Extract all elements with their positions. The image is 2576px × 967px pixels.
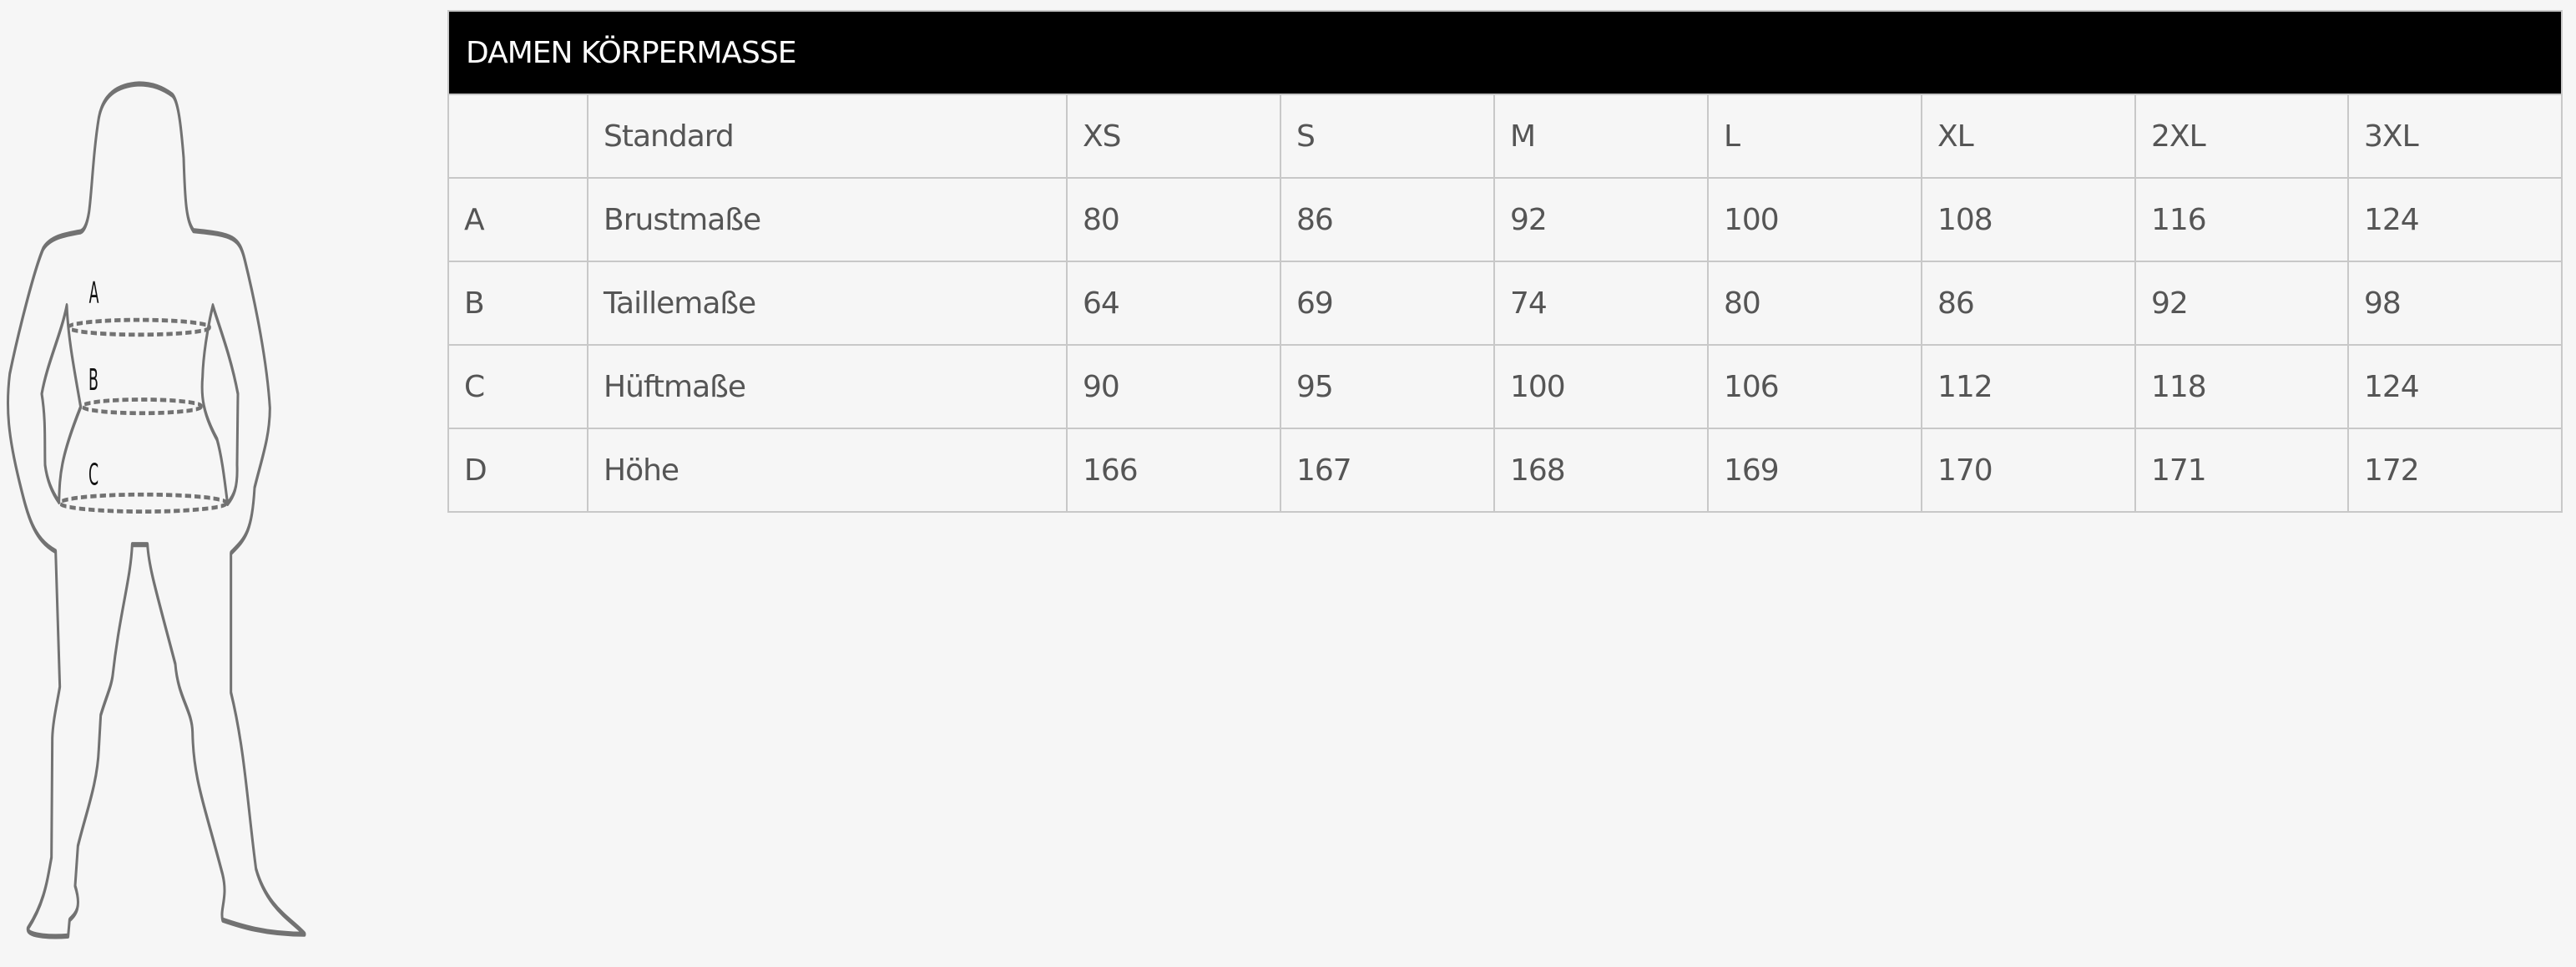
table-cell: 172 [2346, 428, 2563, 513]
table-cell: Taillemaße [587, 261, 1068, 346]
table-cell: 92 [1493, 177, 1709, 262]
table-cell: A [447, 177, 588, 262]
size-table: DAMEN KÖRPERMASSE Standard XS S M L XL 2XL 3XL A… [447, 10, 2563, 513]
table-cell: C [447, 344, 588, 429]
table-cell: L [1707, 94, 1922, 179]
table-cell: 92 [2134, 261, 2349, 346]
measure-line-b [81, 397, 203, 416]
table-title: DAMEN KÖRPERMASSE [447, 10, 2563, 95]
table-cell: 168 [1493, 428, 1709, 513]
table-cell: 171 [2134, 428, 2349, 513]
table-cell: XL [1921, 94, 2136, 179]
table-row: D Höhe 166 167 168 169 170 171 172 [447, 428, 2563, 513]
table-cell: 86 [1280, 177, 1495, 262]
body-measurement-figure: A B C [6, 81, 306, 939]
table-cell: 116 [2134, 177, 2349, 262]
table-cell: XS [1066, 94, 1281, 179]
table-cell: 124 [2346, 344, 2563, 429]
table-cell: 98 [2346, 261, 2563, 346]
table-cell: 167 [1280, 428, 1495, 513]
table-row: C Hüftmaße 90 95 100 106 112 118 124 [447, 344, 2563, 429]
table-cell: 106 [1707, 344, 1922, 429]
table-cell: 100 [1707, 177, 1922, 262]
measure-line-a [67, 317, 211, 337]
measure-line-c [58, 492, 228, 514]
table-cell: 69 [1280, 261, 1495, 346]
table-cell: D [447, 428, 588, 513]
table-cell: S [1280, 94, 1495, 179]
table-cell [447, 94, 588, 179]
table-cell: Brustmaße [587, 177, 1068, 262]
table-cell: 64 [1066, 261, 1281, 346]
table-row: B Taillemaße 64 69 74 80 86 92 98 [447, 261, 2563, 346]
table-cell: 124 [2346, 177, 2563, 262]
table-header-row: Standard XS S M L XL 2XL 3XL [447, 94, 2563, 179]
left-arm-inner [40, 303, 83, 505]
table-cell: 74 [1493, 261, 1709, 346]
table-cell: 2XL [2134, 94, 2349, 179]
table-cell: 90 [1066, 344, 1281, 429]
table-cell: 118 [2134, 344, 2349, 429]
table-cell: 100 [1493, 344, 1709, 429]
table-row: A Brustmaße 80 86 92 100 108 116 124 [447, 177, 2563, 262]
table-cell: 169 [1707, 428, 1922, 513]
body-outline [6, 81, 306, 939]
table-cell: 170 [1921, 428, 2136, 513]
table-cell: 95 [1280, 344, 1495, 429]
table-cell: 3XL [2346, 94, 2563, 179]
table-cell: 112 [1921, 344, 2136, 429]
table-cell: 86 [1921, 261, 2136, 346]
label-b: B [88, 362, 98, 397]
table-cell: Hüftmaße [587, 344, 1068, 429]
table-cell: 108 [1921, 177, 2136, 262]
table-cell: 166 [1066, 428, 1281, 513]
right-arm-inner [200, 303, 240, 507]
table-cell: 80 [1707, 261, 1922, 346]
table-cell: B [447, 261, 588, 346]
label-c: C [88, 458, 98, 493]
label-a: A [89, 276, 99, 311]
table-cell: M [1493, 94, 1709, 179]
table-cell: Standard [587, 94, 1068, 179]
table-cell: 80 [1066, 177, 1281, 262]
table-cell: Höhe [587, 428, 1068, 513]
